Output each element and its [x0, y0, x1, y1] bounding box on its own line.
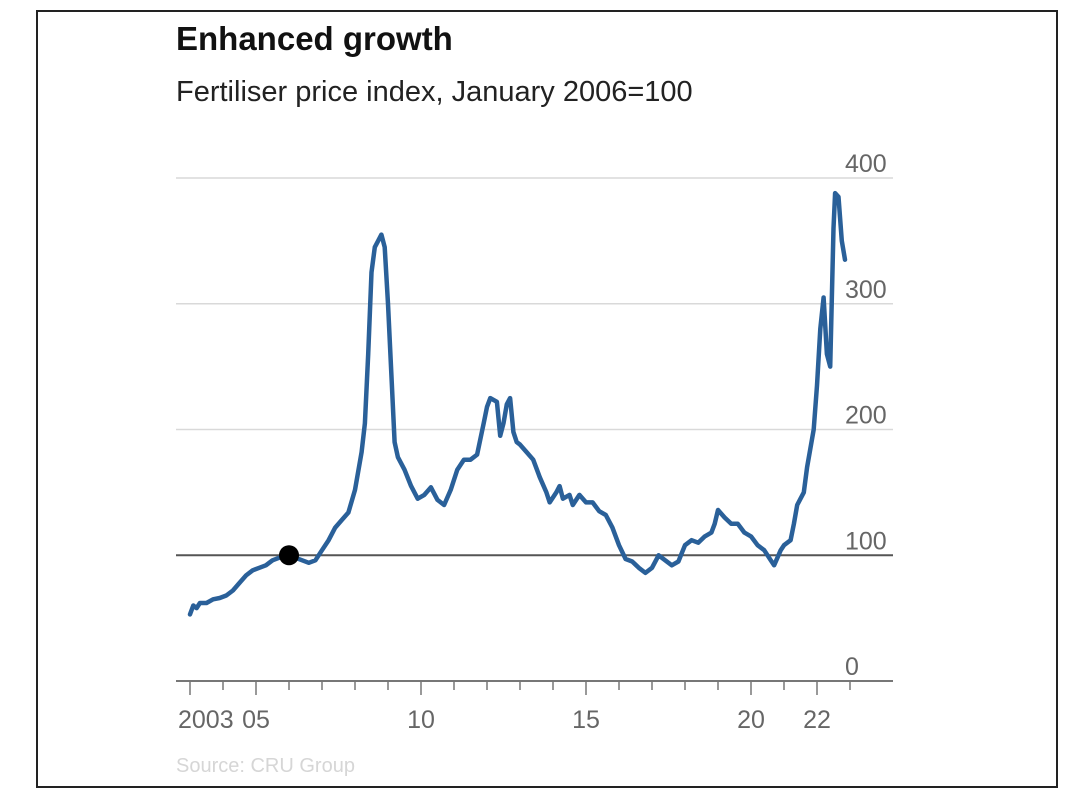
chart-title: Enhanced growth — [176, 20, 453, 57]
x-tick-label: 22 — [803, 706, 831, 734]
x-tick-label: 15 — [572, 706, 600, 734]
chart-subtitle: Fertiliser price index, January 2006=100 — [176, 76, 693, 108]
grid-layer — [176, 177, 893, 557]
tick-labels: 0 100 200 300 400 2003 05 10 15 20 22 — [178, 150, 887, 734]
y-tick-label: 100 — [845, 527, 887, 555]
y-tick-label: 200 — [845, 402, 887, 430]
y-tick-label: 0 — [845, 653, 859, 681]
base-year-marker — [279, 545, 299, 566]
y-tick-label: 300 — [845, 276, 887, 304]
series-layer — [187, 190, 848, 617]
x-tick-label: 20 — [737, 706, 765, 734]
x-tick-label: 2003 — [178, 706, 234, 734]
chart-source: Source: CRU Group — [176, 755, 355, 777]
x-axis — [176, 680, 893, 695]
y-tick-label: 400 — [845, 150, 887, 178]
chart-frame — [36, 10, 1058, 788]
x-tick-label: 05 — [242, 706, 270, 734]
x-tick-label: 10 — [407, 706, 435, 734]
price-index-line — [187, 190, 848, 617]
